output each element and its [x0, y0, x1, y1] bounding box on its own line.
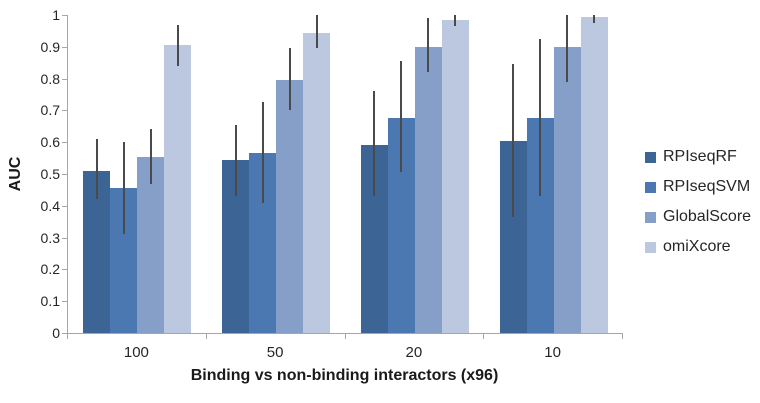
x-tick-mark: [483, 334, 485, 339]
y-tick-label: 0.7: [40, 102, 60, 119]
bar-GlobalScore-100: [137, 156, 165, 333]
legend-label: RPIseqSVM: [663, 178, 751, 195]
bar-GlobalScore-10: [553, 46, 581, 333]
y-tick-label: 0.6: [40, 134, 60, 151]
y-tick-mark: [62, 237, 67, 239]
error-bar-RPIseqRF-50: [234, 124, 237, 197]
legend-item-RPIseqRF: RPIseqRF: [645, 142, 751, 172]
y-tick-label: 1: [52, 7, 60, 23]
bar-omiXcore-100: [164, 45, 192, 333]
bar-omiXcore-20: [441, 19, 469, 333]
bar-omiXcore-10: [580, 16, 608, 333]
legend-swatch-RPIseqRF: [645, 151, 656, 163]
y-tick-mark: [62, 110, 67, 112]
legend-swatch-omiXcore: [645, 241, 656, 253]
error-bar-omiXcore-10: [593, 15, 596, 23]
bar-GlobalScore-20: [414, 46, 442, 333]
error-bar-RPIseqRF-10: [512, 64, 515, 217]
y-tick-label: 0.9: [40, 38, 60, 55]
legend-label: RPIseqRF: [663, 148, 737, 165]
y-tick-mark: [62, 333, 67, 334]
error-bar-omiXcore-20: [454, 15, 457, 27]
error-bar-RPIseqSVM-10: [539, 38, 542, 197]
x-tick-mark: [344, 334, 346, 339]
x-category-label: 100: [123, 344, 149, 361]
error-bar-RPIseqRF-100: [95, 139, 98, 200]
error-bar-RPIseqSVM-50: [261, 102, 264, 203]
error-bar-RPIseqRF-20: [373, 91, 376, 197]
error-bar-omiXcore-100: [176, 24, 179, 66]
legend-item-RPIseqSVM: RPIseqSVM: [645, 172, 751, 202]
x-tick-mark: [622, 334, 623, 339]
y-tick-mark: [62, 269, 67, 271]
error-bar-GlobalScore-50: [288, 48, 291, 111]
y-tick-label: 0: [52, 325, 60, 341]
y-tick-mark: [62, 46, 67, 48]
y-tick-label: 0.4: [40, 197, 60, 214]
error-bar-RPIseqSVM-100: [122, 142, 125, 235]
legend-swatch-RPIseqSVM: [645, 181, 656, 193]
legend-swatch-GlobalScore: [645, 211, 656, 223]
x-axis-title: Binding vs non-binding interactors (x96): [190, 367, 499, 384]
error-bar-omiXcore-50: [315, 15, 318, 49]
y-tick-label: 0.1: [40, 293, 60, 310]
y-tick-mark: [62, 78, 67, 80]
y-tick-mark: [62, 174, 67, 175]
bar-omiXcore-50: [303, 32, 331, 333]
legend-item-GlobalScore: GlobalScore: [645, 202, 751, 232]
x-category-label: 20: [405, 344, 423, 361]
x-tick-mark: [205, 334, 207, 339]
legend-label: omiXcore: [663, 238, 731, 255]
x-category-label: 10: [544, 344, 561, 361]
error-bar-GlobalScore-100: [149, 129, 152, 184]
y-tick-mark: [62, 142, 67, 144]
y-tick-mark: [62, 205, 67, 207]
y-tick-label: 0.3: [40, 229, 60, 246]
y-tick-mark: [62, 301, 67, 303]
error-bar-GlobalScore-20: [427, 18, 430, 73]
y-tick-label: 0.2: [40, 261, 60, 278]
y-tick-mark: [62, 15, 67, 16]
x-tick-mark: [67, 334, 68, 339]
legend-label: GlobalScore: [663, 208, 752, 225]
error-bar-RPIseqSVM-20: [400, 61, 403, 173]
x-category-label: 50: [266, 344, 284, 361]
bar-GlobalScore-50: [276, 80, 304, 333]
error-bar-GlobalScore-10: [566, 15, 569, 82]
y-tick-label: 0.8: [40, 70, 60, 87]
plot-area: [67, 15, 623, 334]
legend-item-omiXcore: omiXcore: [645, 232, 751, 262]
legend: RPIseqRF RPIseqSVM GlobalScore omiXcore: [645, 142, 751, 262]
y-tick-label: 0.5: [40, 166, 60, 182]
